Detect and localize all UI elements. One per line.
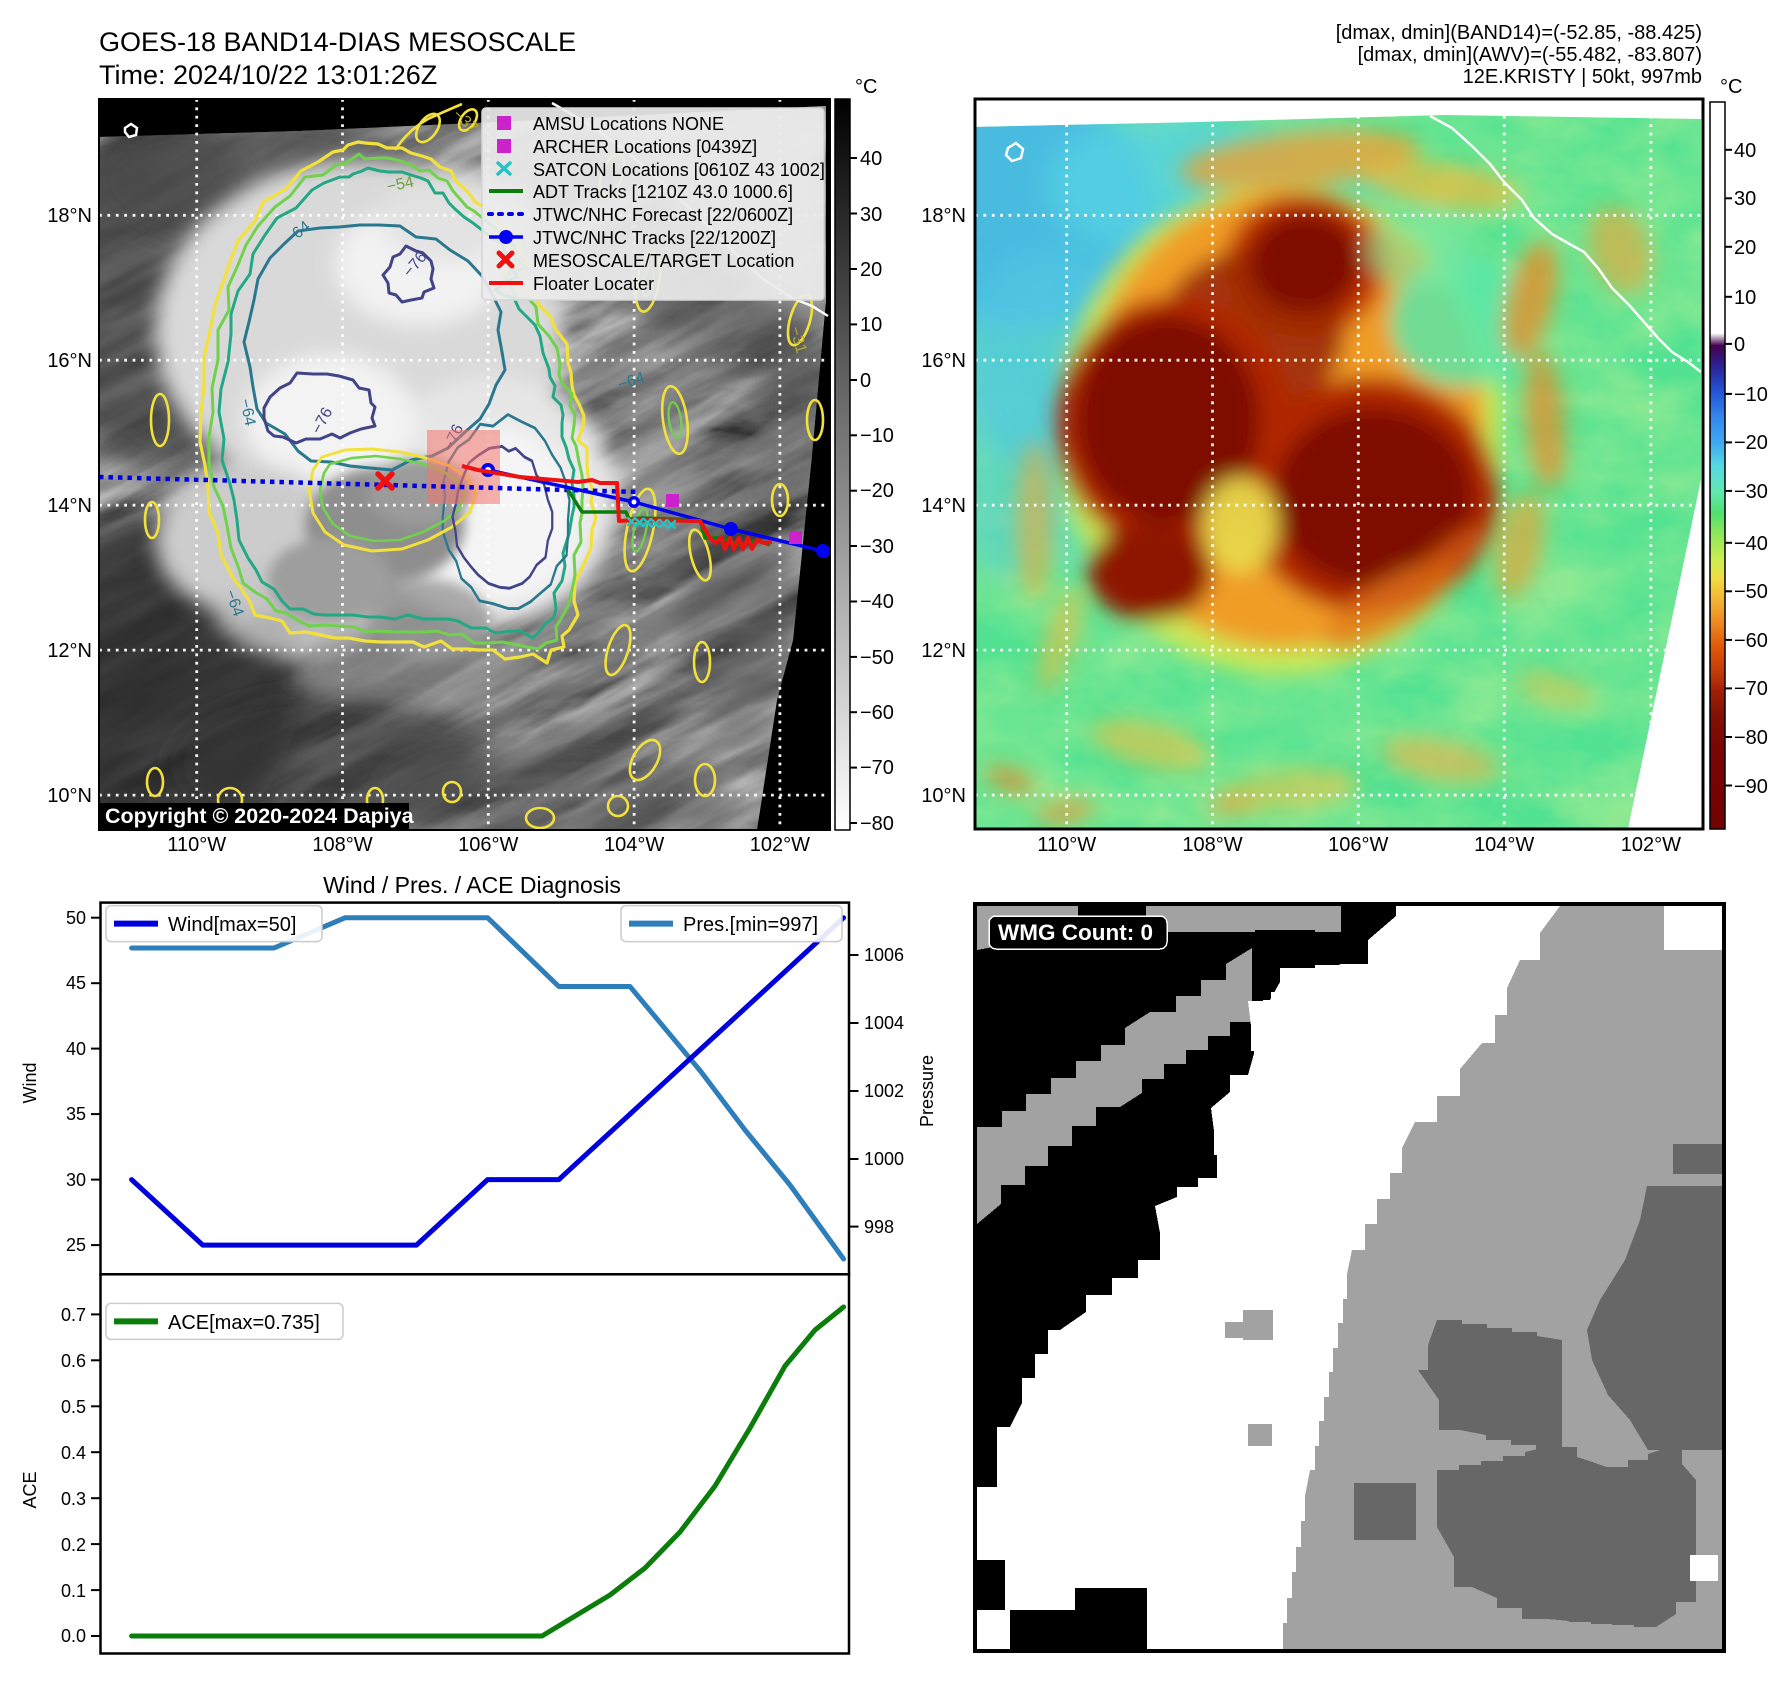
svg-text:[dmax, dmin](AWV)=(-55.482, -8: [dmax, dmin](AWV)=(-55.482, -83.807) (1358, 44, 1702, 66)
svg-text:106°W: 106°W (458, 834, 518, 856)
svg-text:108°W: 108°W (1182, 834, 1242, 856)
svg-text:1000: 1000 (864, 1149, 904, 1169)
svg-text:Copyright © 2020-2024 Dapiya: Copyright © 2020-2024 Dapiya (105, 804, 415, 828)
svg-text:106°W: 106°W (1328, 834, 1388, 856)
svg-text:1004: 1004 (864, 1013, 904, 1033)
svg-text:MESOSCALE/TARGET Location: MESOSCALE/TARGET Location (533, 251, 794, 271)
svg-text:Time: 2024/10/22 13:01:26Z: Time: 2024/10/22 13:01:26Z (99, 60, 437, 90)
svg-text:18°N: 18°N (47, 205, 92, 227)
svg-text:0.3: 0.3 (61, 1489, 86, 1509)
svg-text:°C: °C (1720, 76, 1742, 98)
svg-text:ACE[max=0.735]: ACE[max=0.735] (168, 1312, 320, 1334)
svg-text:−40: −40 (860, 591, 894, 613)
svg-text:50: 50 (66, 908, 86, 928)
svg-text:−40: −40 (1734, 533, 1768, 555)
svg-text:[dmax, dmin](BAND14)=(-52.85,: [dmax, dmin](BAND14)=(-52.85, -88.425) (1336, 22, 1702, 44)
svg-text:−20: −20 (1734, 432, 1768, 454)
svg-text:0.0: 0.0 (61, 1626, 86, 1646)
svg-text:GOES-18 BAND14-DIAS MESOSCALE: GOES-18 BAND14-DIAS MESOSCALE (99, 27, 576, 57)
svg-text:−80: −80 (1734, 727, 1768, 749)
svg-text:104°W: 104°W (1474, 834, 1534, 856)
svg-text:104°W: 104°W (604, 834, 664, 856)
svg-text:16°N: 16°N (47, 350, 92, 372)
svg-text:WMG Count: 0: WMG Count: 0 (998, 920, 1153, 945)
svg-text:1002: 1002 (864, 1081, 904, 1101)
svg-text:18°N: 18°N (921, 205, 966, 227)
svg-text:°C: °C (855, 76, 877, 98)
svg-text:110°W: 110°W (167, 834, 226, 856)
svg-text:−50: −50 (1734, 581, 1768, 603)
svg-text:30: 30 (66, 1170, 86, 1190)
svg-text:16°N: 16°N (921, 350, 966, 372)
svg-text:35: 35 (66, 1104, 86, 1124)
svg-text:0.4: 0.4 (61, 1443, 86, 1463)
svg-text:ADT Tracks [1210Z 43.0 1000.6]: ADT Tracks [1210Z 43.0 1000.6] (533, 182, 793, 202)
svg-text:−30: −30 (860, 536, 894, 558)
svg-text:10°N: 10°N (921, 785, 966, 807)
svg-text:40: 40 (1734, 140, 1756, 162)
svg-text:14°N: 14°N (921, 495, 966, 517)
svg-text:−70: −70 (1734, 678, 1768, 700)
svg-text:110°W: 110°W (1037, 834, 1096, 856)
svg-text:−70: −70 (860, 757, 894, 779)
svg-text:−90: −90 (1734, 776, 1768, 798)
svg-text:Floater Locater: Floater Locater (533, 274, 654, 294)
svg-text:108°W: 108°W (312, 834, 372, 856)
svg-text:−60: −60 (860, 702, 894, 724)
svg-text:−10: −10 (1734, 384, 1768, 406)
svg-text:Pres.[min=997]: Pres.[min=997] (683, 914, 818, 936)
svg-text:20: 20 (1734, 237, 1756, 259)
svg-text:0.5: 0.5 (61, 1397, 86, 1417)
svg-text:0.1: 0.1 (61, 1581, 86, 1601)
svg-text:−50: −50 (860, 647, 894, 669)
svg-text:SATCON Locations [0610Z 43 100: SATCON Locations [0610Z 43 1002] (533, 160, 825, 180)
svg-text:ACE: ACE (20, 1471, 40, 1508)
svg-text:102°W: 102°W (1621, 834, 1681, 856)
svg-text:JTWC/NHC Tracks [22/1200Z]: JTWC/NHC Tracks [22/1200Z] (533, 228, 776, 248)
svg-text:30: 30 (860, 204, 882, 226)
svg-text:Wind / Pres. / ACE Diagnosis: Wind / Pres. / ACE Diagnosis (323, 872, 621, 898)
svg-text:0: 0 (860, 370, 871, 392)
svg-text:40: 40 (66, 1039, 86, 1059)
svg-text:1006: 1006 (864, 945, 904, 965)
svg-text:10°N: 10°N (47, 785, 92, 807)
svg-text:40: 40 (860, 148, 882, 170)
svg-text:30: 30 (1734, 188, 1756, 210)
svg-text:12E.KRISTY | 50kt, 997mb: 12E.KRISTY | 50kt, 997mb (1463, 66, 1702, 88)
svg-text:Pressure: Pressure (917, 1055, 937, 1127)
svg-text:14°N: 14°N (47, 495, 92, 517)
svg-text:12°N: 12°N (47, 640, 92, 662)
svg-text:−54: −54 (385, 174, 415, 196)
svg-text:Wind[max=50]: Wind[max=50] (168, 914, 296, 936)
svg-text:−60: −60 (1734, 630, 1768, 652)
svg-text:998: 998 (864, 1217, 894, 1237)
svg-text:20: 20 (860, 259, 882, 281)
svg-text:ARCHER Locations [0439Z]: ARCHER Locations [0439Z] (533, 137, 757, 157)
svg-text:12°N: 12°N (921, 640, 966, 662)
svg-text:10: 10 (860, 314, 882, 336)
svg-text:−10: −10 (860, 425, 894, 447)
svg-text:AMSU Locations NONE: AMSU Locations NONE (533, 114, 724, 134)
svg-text:Wind: Wind (20, 1062, 40, 1103)
svg-text:−64: −64 (236, 397, 258, 427)
svg-text:0.2: 0.2 (61, 1535, 86, 1555)
svg-text:25: 25 (66, 1235, 86, 1255)
svg-text:102°W: 102°W (750, 834, 810, 856)
svg-text:−20: −20 (860, 480, 894, 502)
svg-text:−80: −80 (860, 813, 894, 835)
svg-text:0.7: 0.7 (61, 1305, 86, 1325)
svg-text:JTWC/NHC Forecast [22/0600Z]: JTWC/NHC Forecast [22/0600Z] (533, 205, 793, 225)
svg-text:−30: −30 (1734, 481, 1768, 503)
svg-text:45: 45 (66, 973, 86, 993)
svg-text:10: 10 (1734, 287, 1756, 309)
svg-text:−31: −31 (786, 325, 809, 356)
svg-text:0: 0 (1734, 334, 1745, 356)
svg-text:0.6: 0.6 (61, 1351, 86, 1371)
